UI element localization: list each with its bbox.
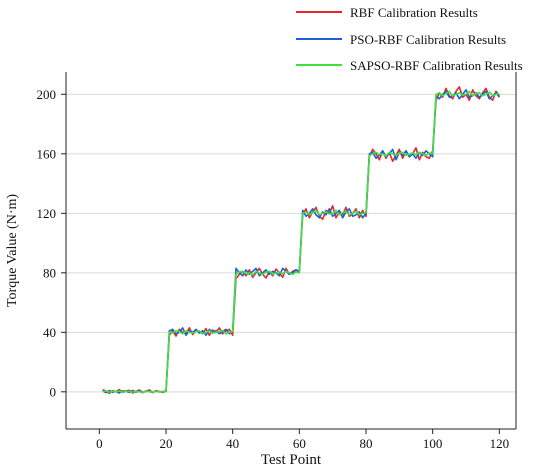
x-axis-title: Test Point — [261, 452, 322, 468]
y-tick-label: 200 — [37, 87, 57, 102]
axes — [65, 72, 517, 430]
series-line-3 — [102, 90, 500, 394]
y-tick-label: 120 — [37, 206, 57, 221]
x-tick-label: 40 — [226, 436, 239, 451]
x-tick-label: 0 — [96, 436, 103, 451]
x-tick-label: 80 — [360, 436, 373, 451]
x-tick-label: 20 — [160, 436, 173, 451]
y-axis-ticks: 0 40 80 120 160 200 — [37, 87, 66, 399]
y-tick-label: 80 — [43, 265, 56, 280]
x-axis-ticks: 0 20 40 60 80 100 120 — [96, 429, 509, 451]
legend-label: SAPSO-RBF Calibration Results — [350, 58, 523, 73]
y-tick-label: 0 — [50, 384, 57, 399]
legend-label: RBF Calibration Results — [350, 5, 478, 20]
legend: RBF Calibration Results PSO-RBF Calibrati… — [296, 5, 523, 73]
x-tick-label: 60 — [293, 436, 306, 451]
series-lines — [102, 86, 500, 395]
legend-label: PSO-RBF Calibration Results — [350, 32, 506, 47]
x-tick-label: 120 — [490, 436, 510, 451]
y-axis-title: Torque Value (N·m) — [5, 194, 20, 307]
x-tick-label: 100 — [423, 436, 443, 451]
y-tick-label: 40 — [43, 325, 56, 340]
y-tick-label: 160 — [37, 146, 57, 161]
horizontal-gridlines — [66, 93, 516, 393]
